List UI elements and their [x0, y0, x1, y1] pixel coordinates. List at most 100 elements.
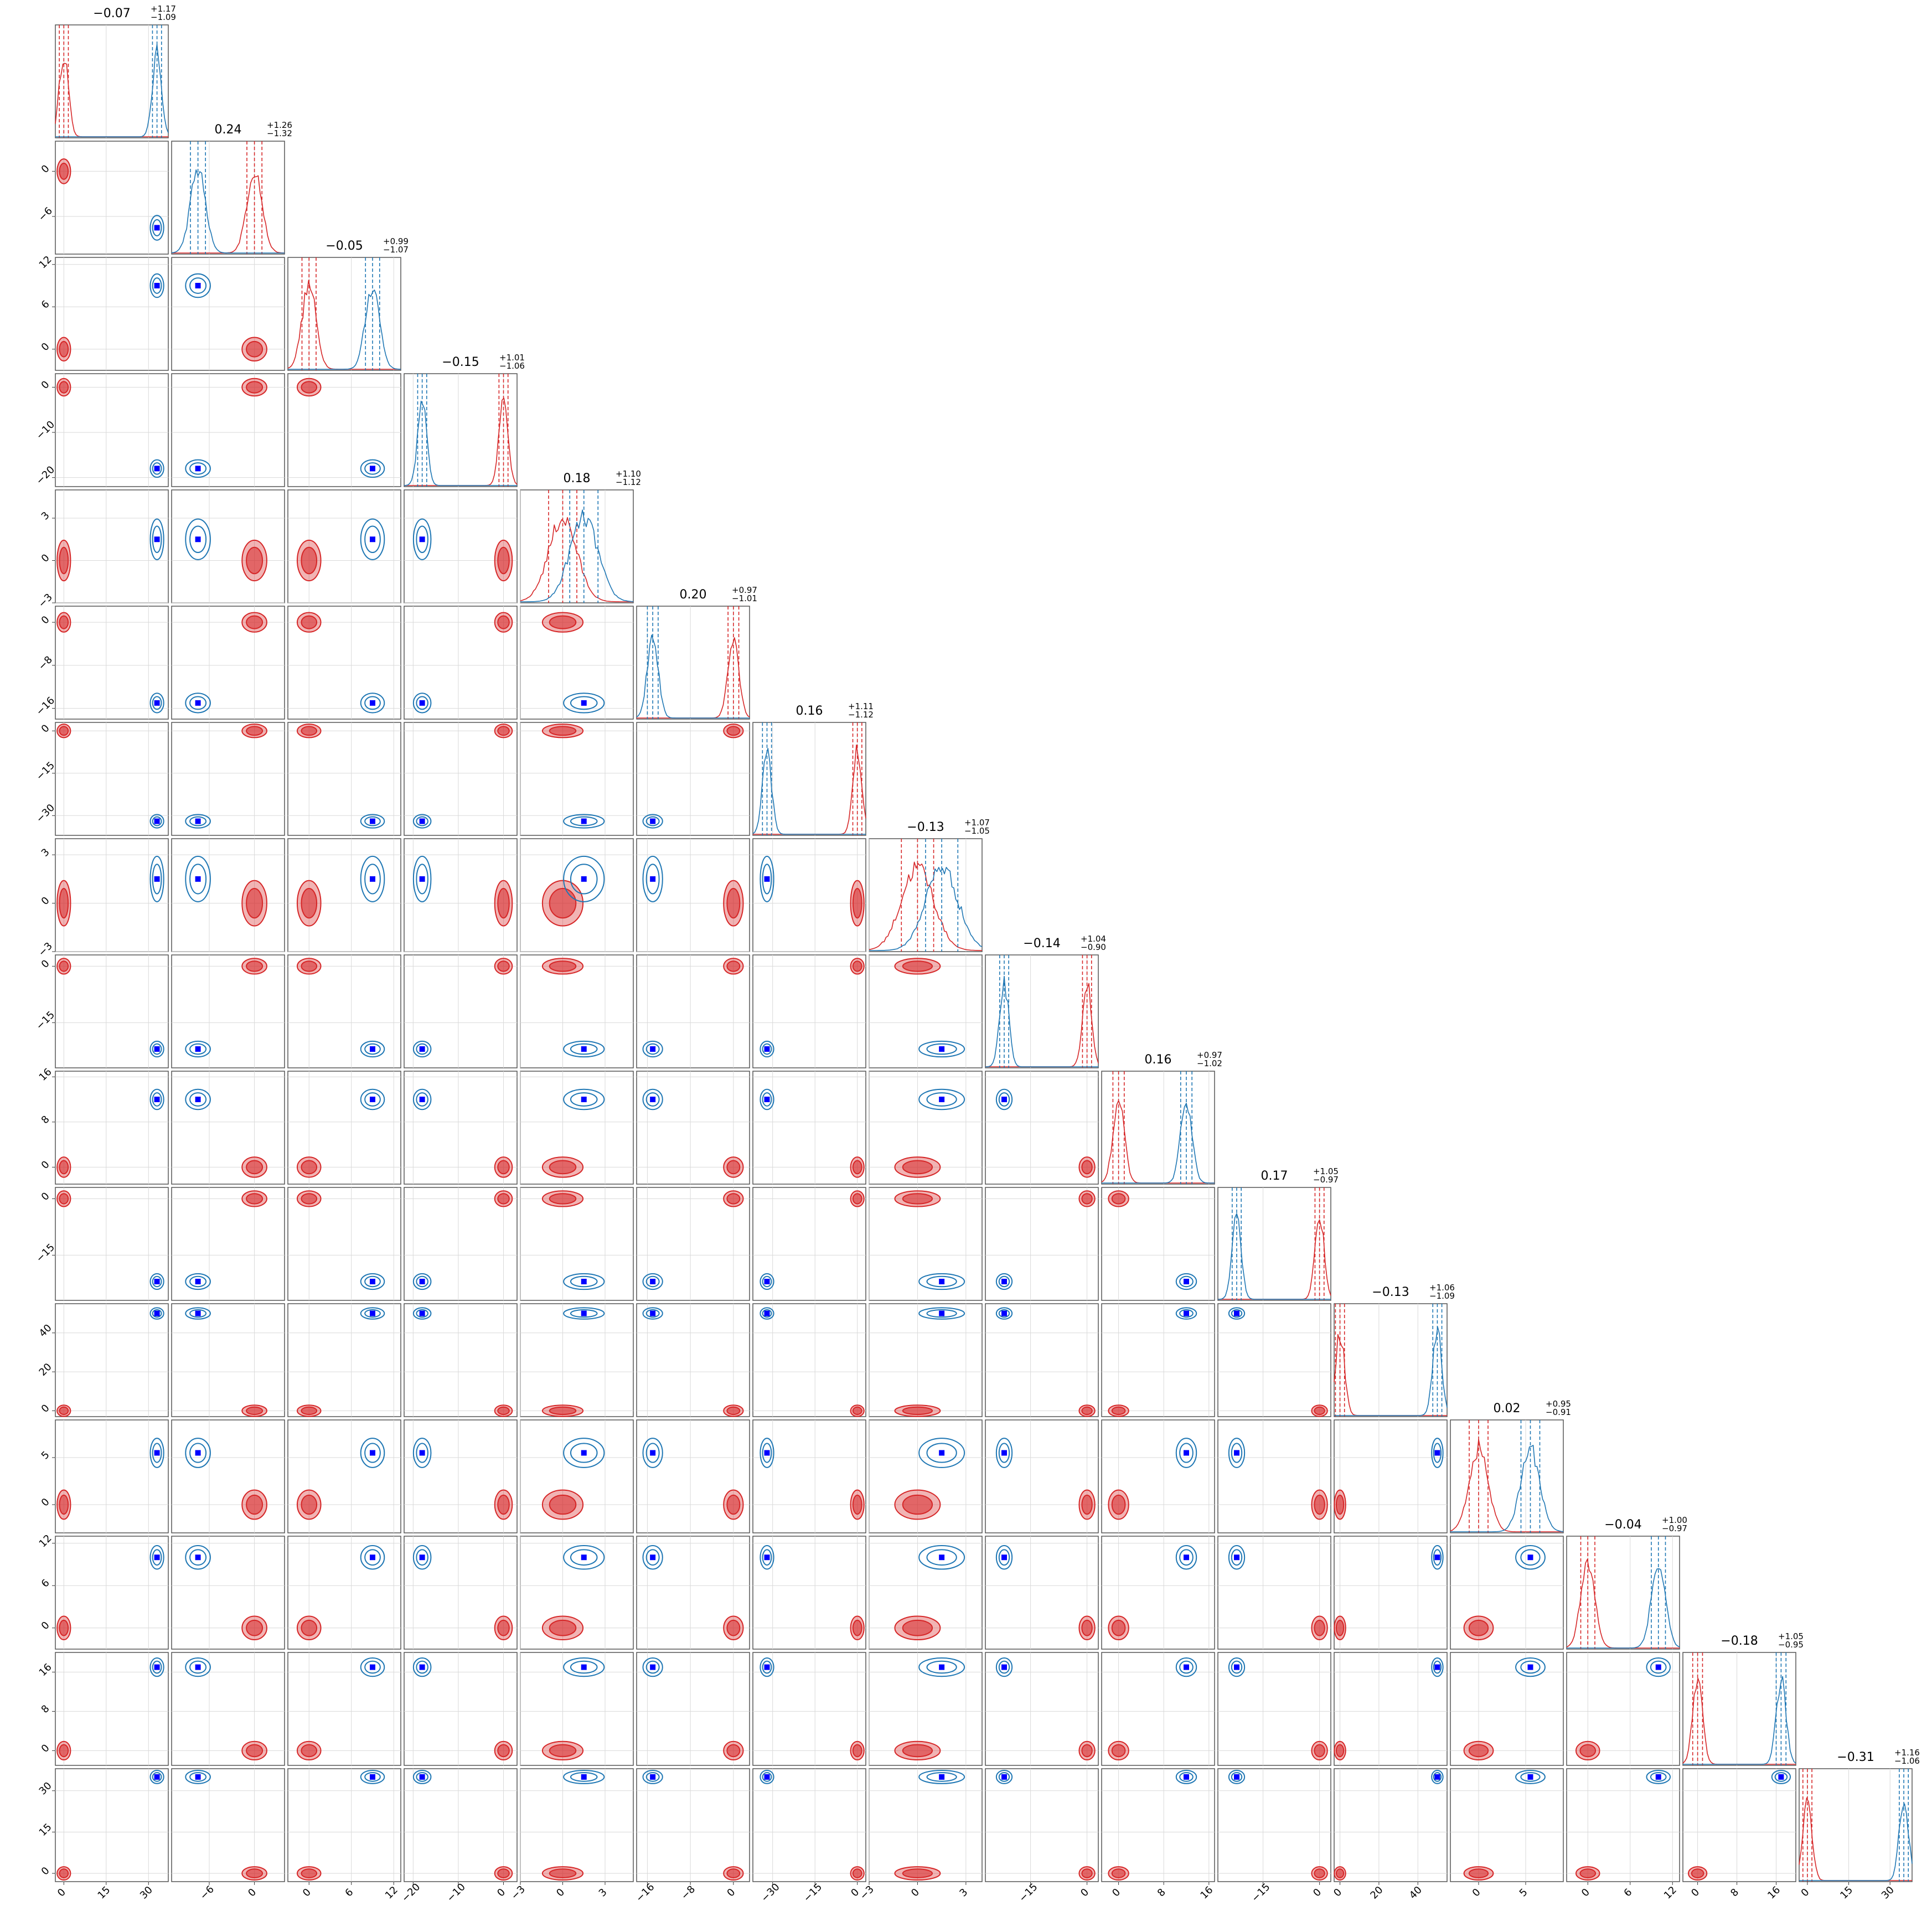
contour-red: [497, 1160, 510, 1175]
y-tick-label: −10: [34, 419, 57, 442]
panel-12-5: [636, 1419, 750, 1533]
truth-marker: [1184, 1279, 1189, 1284]
contour-red: [852, 1619, 862, 1636]
x-tick-label: 8: [1155, 1887, 1168, 1899]
title-value: −0.07: [93, 7, 130, 20]
truth-marker: [195, 283, 201, 288]
panel-2-2: −0.05 +0.99−1.07: [287, 236, 409, 371]
contour-blue: [412, 1088, 432, 1110]
panel-frame: [752, 1071, 866, 1185]
panel-13-7: [869, 1536, 983, 1650]
contour-red: [59, 1619, 69, 1636]
contour-red: [246, 1193, 264, 1205]
contour-blue: [412, 1273, 432, 1290]
contour-red: [902, 1619, 933, 1636]
panel-14-14: −0.18 +1.05−0.95: [1682, 1631, 1804, 1766]
contour-blue: [1433, 1443, 1442, 1463]
y-tick-label: −15: [34, 1242, 57, 1265]
panel-9-9: 0.16 +0.97−1.02: [1101, 1050, 1222, 1185]
truth-marker: [1655, 1774, 1661, 1780]
panel-9-2: [287, 1071, 401, 1185]
truth-marker: [650, 876, 656, 882]
panel-frame: [55, 141, 169, 255]
histogram-blue: [55, 44, 169, 137]
truth-marker: [650, 1279, 656, 1284]
x-tick-label: 8: [1728, 1887, 1741, 1899]
contour-blue: [364, 1772, 381, 1782]
contour-red: [497, 960, 510, 972]
contour-blue: [149, 1544, 164, 1570]
truth-marker: [154, 283, 160, 288]
truth-marker: [939, 1774, 945, 1780]
x-tick-label: 6: [1621, 1887, 1634, 1899]
contour-red: [902, 1868, 933, 1878]
y-tick-label: 16: [37, 1066, 54, 1083]
panel-frame: [55, 489, 169, 603]
panel-7-4: [520, 838, 634, 952]
contour-red: [59, 340, 69, 358]
panel-8-2: [287, 954, 401, 1068]
panel-frame: [985, 1303, 1099, 1417]
contour-blue: [416, 1549, 428, 1566]
x-tick-label: 0: [1110, 1887, 1123, 1899]
contour-red: [726, 960, 741, 972]
panel-14-2: [287, 1652, 401, 1766]
contour-red: [1691, 1868, 1704, 1878]
panel-7-3: [404, 838, 518, 952]
contour-red: [301, 1494, 318, 1515]
contour-blue: [360, 1307, 385, 1320]
contour-blue: [1433, 1549, 1442, 1566]
contour-blue: [762, 1772, 772, 1782]
panel-8-1: [171, 954, 285, 1068]
contour-blue: [152, 219, 162, 236]
contour-red: [59, 615, 69, 629]
truth-marker: [764, 1310, 770, 1316]
x-tick-label: 0: [1331, 1887, 1344, 1899]
panel-11-1: [171, 1303, 285, 1417]
contour-blue: [416, 1309, 428, 1318]
panel-9-0: 0 8 16: [37, 1066, 169, 1185]
truth-marker: [370, 876, 375, 882]
panel-14-7: [869, 1652, 983, 1766]
contour-blue: [1646, 1657, 1671, 1677]
truth-marker: [764, 1097, 770, 1102]
panel-7-0: −3 0 3: [36, 838, 169, 959]
contour-blue: [152, 1772, 162, 1782]
panel-frame: [55, 838, 169, 952]
truth-marker: [1655, 1664, 1661, 1670]
contour-red: [1081, 1619, 1093, 1636]
contour-red: [852, 887, 862, 919]
contour-blue: [189, 1549, 207, 1566]
panel-title-10: 0.17: [1261, 1169, 1288, 1183]
contour-red: [902, 1744, 933, 1758]
panel-frame: [287, 1303, 401, 1417]
panel-frame: [404, 1652, 518, 1766]
panel-title-4: 0.18: [564, 472, 591, 485]
contour-red: [1111, 1868, 1126, 1878]
title-value: −0.31: [1837, 1750, 1874, 1764]
histogram-blue: [1683, 1676, 1796, 1765]
contour-red: [246, 340, 264, 358]
panel-title-15: −0.31: [1837, 1750, 1874, 1764]
contour-red: [1111, 1193, 1126, 1205]
contour-blue: [1231, 1772, 1243, 1782]
contour-red: [902, 1193, 933, 1205]
contour-blue: [995, 1307, 1013, 1320]
panel-6-1: [171, 722, 285, 836]
truth-marker: [370, 1097, 375, 1102]
contour-blue: [416, 1443, 428, 1463]
contour-red: [549, 1494, 577, 1515]
panel-frame: [985, 1768, 1099, 1882]
contour-blue: [416, 1043, 428, 1055]
truth-marker: [650, 1774, 656, 1780]
contour-red: [852, 1868, 862, 1878]
x-tick-label: 0: [495, 1887, 508, 1899]
panel-13-13: −0.04 +1.00−0.97: [1566, 1515, 1687, 1650]
contour-red: [59, 960, 69, 972]
y-tick-label: 5: [39, 1449, 52, 1462]
title-minus: −1.12: [616, 477, 641, 487]
truth-marker: [154, 225, 160, 231]
contour-blue: [570, 1309, 598, 1318]
contour-blue: [152, 1275, 162, 1288]
panel-12-7: [869, 1419, 983, 1533]
